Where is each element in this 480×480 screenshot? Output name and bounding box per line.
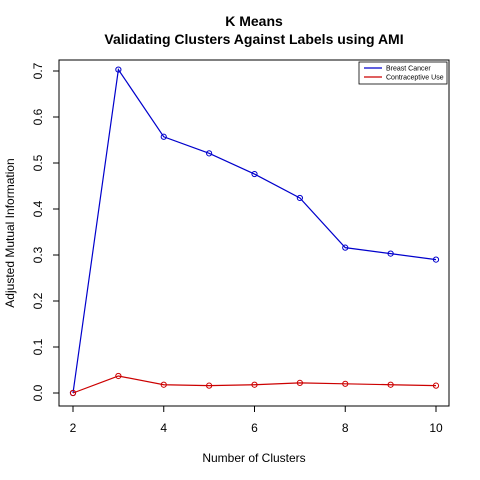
data-point-breast-cancer bbox=[206, 150, 213, 157]
x-axis-label: Number of Clusters bbox=[202, 451, 305, 465]
series-layer bbox=[69, 66, 440, 397]
x-axis: 2 4 6 8 10 bbox=[70, 406, 443, 435]
legend-label-breast-cancer: Breast Cancer bbox=[386, 66, 431, 73]
data-point-contraceptive-use bbox=[251, 381, 258, 388]
x-tick-label: 8 bbox=[342, 421, 349, 435]
data-point-contraceptive-use bbox=[160, 381, 167, 388]
x-tick-label: 6 bbox=[251, 421, 258, 435]
x-tick-label: 2 bbox=[70, 421, 77, 435]
y-tick-label: 0.2 bbox=[31, 292, 45, 309]
legend-label-contraceptive-use: Contraceptive Use bbox=[386, 75, 444, 82]
plot-frame bbox=[58, 59, 450, 407]
data-point-breast-cancer bbox=[387, 250, 394, 257]
data-point-contraceptive-use bbox=[115, 372, 122, 380]
y-tick-label: 0.7 bbox=[31, 62, 45, 79]
series-line-breast-cancer bbox=[72, 67, 437, 394]
data-point-breast-cancer bbox=[432, 256, 440, 263]
chart-subtitle: Validating Clusters Against Labels using… bbox=[104, 31, 403, 47]
data-point-breast-cancer bbox=[296, 194, 303, 202]
legend: Breast Cancer Contraceptive Use bbox=[358, 61, 448, 85]
y-tick-label: 0.0 bbox=[31, 384, 45, 401]
y-tick-label: 0.3 bbox=[31, 246, 45, 263]
data-point-contraceptive-use bbox=[342, 380, 349, 387]
data-point-contraceptive-use bbox=[432, 382, 440, 389]
y-tick-label: 0.1 bbox=[31, 338, 45, 355]
series-contraceptive-use bbox=[69, 372, 440, 397]
series-breast-cancer bbox=[69, 66, 440, 397]
chart-title: K Means bbox=[225, 13, 283, 29]
y-tick-label: 0.4 bbox=[31, 200, 45, 217]
y-tick-label: 0.5 bbox=[31, 154, 45, 171]
data-point-contraceptive-use bbox=[69, 389, 77, 397]
data-point-breast-cancer bbox=[342, 244, 349, 251]
data-point-breast-cancer bbox=[115, 66, 122, 73]
data-point-breast-cancer bbox=[251, 170, 258, 178]
data-point-contraceptive-use bbox=[387, 381, 394, 388]
x-tick-label: 10 bbox=[429, 421, 443, 435]
data-point-breast-cancer bbox=[160, 133, 167, 140]
data-point-contraceptive-use bbox=[206, 382, 213, 389]
y-axis-label: Adjusted Mutual Information bbox=[3, 158, 17, 307]
series-line-contraceptive-use bbox=[72, 375, 437, 394]
data-point-contraceptive-use bbox=[296, 379, 303, 386]
x-tick-label: 4 bbox=[160, 421, 167, 435]
y-tick-label: 0.6 bbox=[31, 108, 45, 125]
y-axis: 0.0 0.1 0.2 0.3 0.4 0.5 0.6 0.7 bbox=[31, 62, 59, 401]
